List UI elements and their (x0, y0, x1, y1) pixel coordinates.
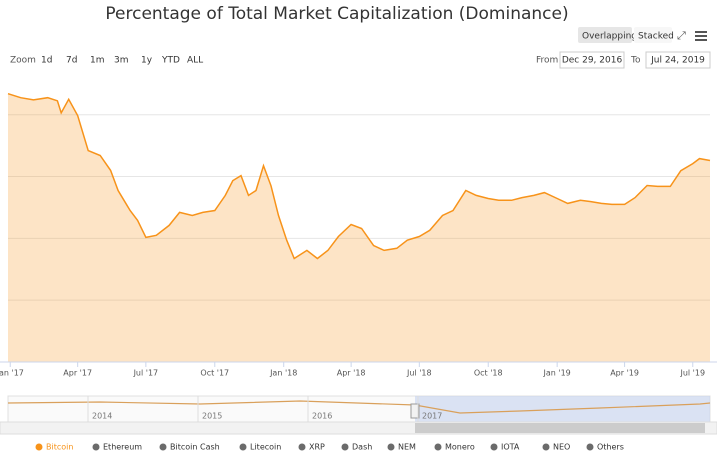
x-tick-label: Jul '19 (679, 369, 705, 378)
to-label: To (630, 56, 641, 66)
view-button-label[interactable]: Stacked (638, 32, 674, 42)
legend-label[interactable]: NEO (553, 443, 570, 452)
x-tick-label: Jul '18 (406, 369, 432, 378)
x-tick-label: Oct '18 (474, 369, 503, 378)
view-button[interactable] (634, 27, 672, 43)
legend-label[interactable]: Dash (352, 443, 372, 452)
from-value: Dec 29, 2016 (562, 56, 623, 66)
scrollbar-thumb[interactable] (415, 423, 705, 433)
zoom-button[interactable]: 1y (141, 56, 153, 66)
zoom-button[interactable]: YTD (161, 56, 180, 66)
from-label: From (536, 56, 558, 66)
legend-marker[interactable] (35, 443, 43, 451)
navigator-label: 2015 (202, 412, 222, 421)
navigator-line (7, 400, 711, 414)
zoom-button[interactable]: 3m (114, 56, 129, 66)
navigator-label: 2016 (312, 412, 332, 421)
zoom-label: Zoom (10, 56, 36, 66)
zoom-button[interactable]: 1m (90, 56, 105, 66)
navigator-label: 2014 (92, 412, 112, 421)
zoom-button[interactable]: ALL (187, 56, 203, 66)
legend-label[interactable]: Bitcoin Cash (170, 443, 220, 452)
to-value: Jul 24, 2019 (650, 56, 705, 66)
legend-label[interactable]: NEM (398, 443, 416, 452)
legend-marker[interactable] (341, 443, 349, 451)
x-tick-label: Jan '18 (269, 369, 297, 378)
from-input[interactable] (559, 51, 625, 69)
icon: ⤢ (677, 29, 686, 42)
legend-marker[interactable] (490, 443, 498, 451)
legend-marker[interactable] (586, 443, 594, 451)
navigator (0, 395, 717, 435)
legend-label[interactable]: Litecoin (250, 443, 281, 452)
x-tick-label: Jan '17 (0, 369, 24, 378)
view-button[interactable] (578, 27, 632, 43)
x-tick-label: Apr '19 (610, 369, 639, 378)
legend-marker[interactable] (387, 443, 395, 451)
legend-marker[interactable] (239, 443, 247, 451)
zoom-button[interactable]: 7d (66, 56, 77, 66)
menu-icon[interactable] (695, 31, 707, 33)
menu-icon[interactable] (695, 39, 707, 41)
legend-label[interactable]: Ethereum (103, 443, 142, 452)
navigator-handle[interactable] (410, 403, 420, 419)
chart-title: Percentage of Total Market Capitalizatio… (105, 4, 568, 24)
x-tick-label: Oct '17 (200, 369, 229, 378)
navigator-label: 2017 (422, 412, 442, 421)
view-button-label[interactable]: Overlapping (582, 32, 637, 42)
x-tick-label: Apr '18 (337, 369, 366, 378)
legend-label[interactable]: Others (597, 443, 624, 452)
line (7, 92, 711, 260)
menu-icon[interactable] (695, 35, 707, 37)
legend-label[interactable]: IOTA (501, 443, 520, 452)
legend-marker[interactable] (434, 443, 442, 451)
x-tick-label: Apr '17 (63, 369, 92, 378)
x-tick-label: Jan '19 (543, 369, 571, 378)
legend-label[interactable]: Bitcoin (46, 443, 73, 452)
zoom-button[interactable]: 1d (41, 56, 52, 66)
legend-marker[interactable] (92, 443, 100, 451)
x-tick-label: Jul '17 (133, 369, 159, 378)
legend-marker[interactable] (159, 443, 167, 451)
legend-label[interactable]: Monero (445, 443, 475, 452)
legend-marker[interactable] (298, 443, 306, 451)
legend-label[interactable]: XRP (309, 443, 325, 452)
to-input[interactable] (645, 51, 711, 69)
legend-marker[interactable] (542, 443, 550, 451)
